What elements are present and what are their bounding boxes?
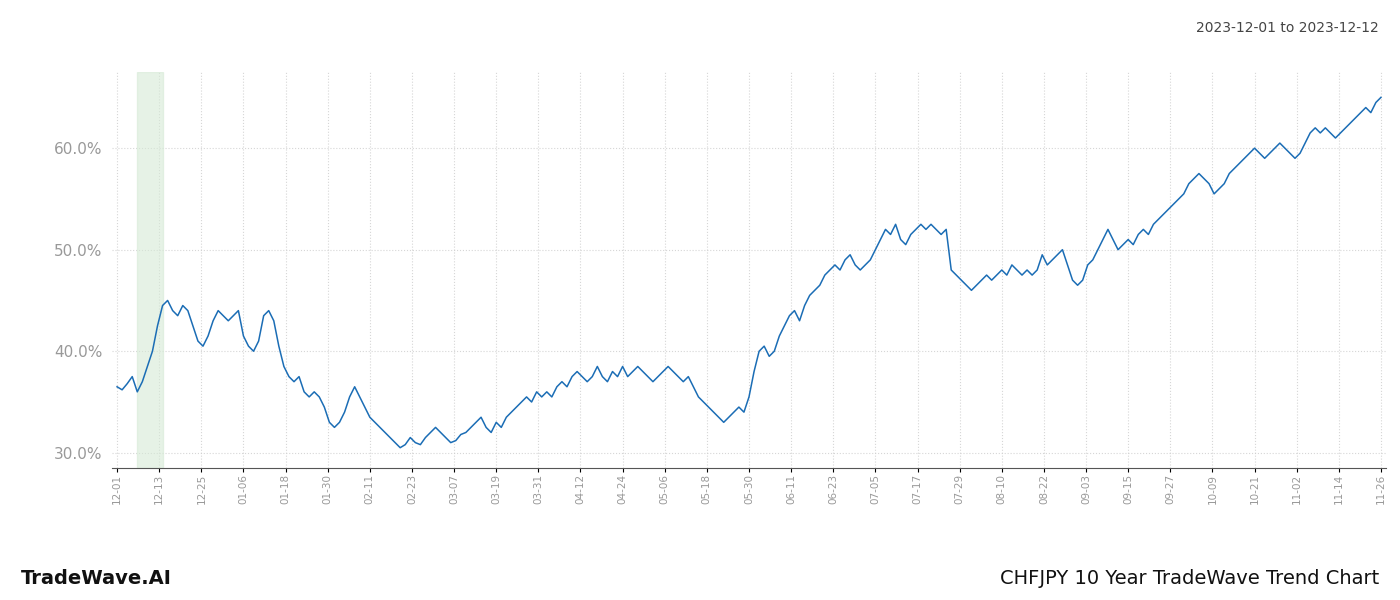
- Text: CHFJPY 10 Year TradeWave Trend Chart: CHFJPY 10 Year TradeWave Trend Chart: [1000, 569, 1379, 588]
- Text: 2023-12-01 to 2023-12-12: 2023-12-01 to 2023-12-12: [1196, 21, 1379, 35]
- Bar: [137, 72, 162, 468]
- Text: TradeWave.AI: TradeWave.AI: [21, 569, 172, 588]
